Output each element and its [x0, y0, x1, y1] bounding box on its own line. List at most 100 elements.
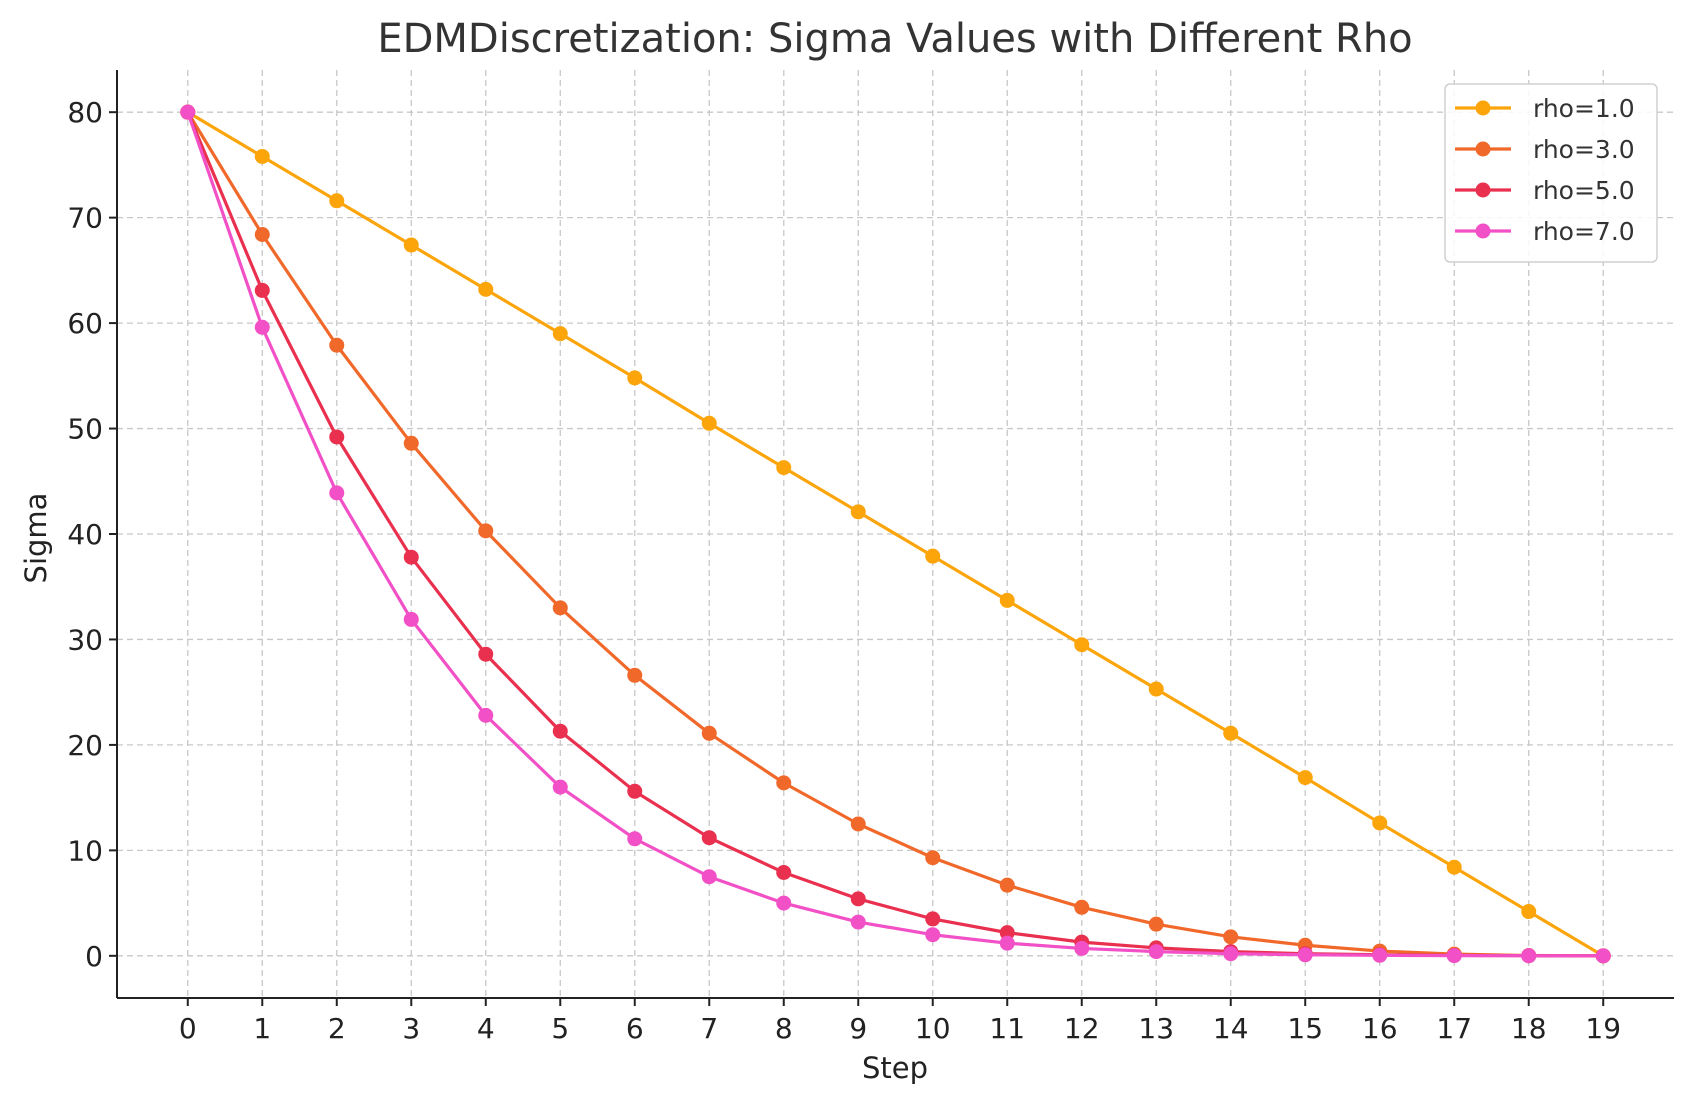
data-point — [701, 869, 717, 885]
data-point — [254, 227, 270, 243]
data-point — [1595, 948, 1611, 964]
series-line — [186, 110, 1605, 958]
x-tick-label: 4 — [477, 1012, 495, 1045]
legend-item: rho=3.0 — [1455, 135, 1635, 164]
data-point — [701, 725, 717, 741]
x-tick-label: 0 — [179, 1012, 197, 1045]
data-point — [1148, 681, 1164, 697]
x-axis-ticks: 0 1 2 3 4 5 6 7 8 9 10 11 12 13 14 15 16 17 18 19 — [179, 998, 1621, 1045]
series-line — [186, 111, 1604, 958]
legend-item: rho=5.0 — [1455, 176, 1635, 205]
y-tick-label: 80 — [67, 96, 103, 129]
data-point — [478, 523, 494, 539]
data-point — [329, 337, 345, 353]
data-point — [627, 783, 643, 799]
series-line — [186, 111, 1604, 958]
data-point — [925, 927, 941, 943]
data-point — [403, 611, 419, 627]
data-point — [850, 914, 866, 930]
data-point — [925, 850, 941, 866]
data-point — [1446, 859, 1462, 875]
data-point — [1223, 946, 1239, 962]
data-point — [701, 415, 717, 431]
x-tick-label: 9 — [849, 1012, 867, 1045]
data-point — [999, 592, 1015, 608]
data-point — [552, 723, 568, 739]
chart-title: EDMDiscretization: Sigma Values with Dif… — [377, 16, 1412, 62]
data-point — [999, 935, 1015, 951]
data-point — [254, 319, 270, 335]
legend-swatch-marker — [1475, 182, 1491, 198]
data-point — [1074, 637, 1090, 653]
data-point — [403, 549, 419, 565]
data-point — [552, 326, 568, 342]
legend-swatch-marker — [1475, 141, 1491, 157]
data-point — [999, 925, 1015, 941]
x-tick-label: 15 — [1287, 1012, 1323, 1045]
x-tick-label: 18 — [1511, 1012, 1547, 1045]
data-point — [701, 830, 717, 846]
x-tick-label: 11 — [989, 1012, 1025, 1045]
data-point — [1372, 947, 1388, 963]
y-tick-label: 60 — [67, 307, 103, 340]
legend-swatch-marker — [1475, 223, 1491, 239]
data-point — [627, 831, 643, 847]
data-point — [403, 237, 419, 253]
data-point — [1521, 948, 1537, 964]
data-point — [1074, 899, 1090, 915]
x-tick-label: 8 — [775, 1012, 793, 1045]
data-point — [1521, 904, 1537, 920]
x-tick-label: 16 — [1362, 1012, 1398, 1045]
data-point — [1372, 815, 1388, 831]
series-rho=1.0 — [180, 104, 1611, 964]
legend-item: rho=1.0 — [1455, 94, 1635, 123]
data-point — [478, 707, 494, 723]
legend-label: rho=5.0 — [1533, 176, 1635, 205]
y-tick-label: 0 — [85, 940, 103, 973]
legend-label: rho=1.0 — [1533, 94, 1635, 123]
x-tick-label: 1 — [253, 1012, 271, 1045]
data-point — [627, 667, 643, 683]
y-axis-label: Sigma — [19, 493, 53, 584]
data-point — [478, 281, 494, 297]
x-tick-label: 12 — [1064, 1012, 1100, 1045]
x-tick-label: 5 — [551, 1012, 569, 1045]
data-point — [1148, 916, 1164, 932]
data-point — [1446, 948, 1462, 964]
data-point — [552, 779, 568, 795]
x-tick-label: 14 — [1213, 1012, 1249, 1045]
x-axis-label: Step — [862, 1051, 928, 1085]
data-point — [776, 895, 792, 911]
data-point — [552, 600, 568, 616]
legend-label: rho=7.0 — [1533, 217, 1635, 246]
x-tick-label: 10 — [915, 1012, 951, 1045]
data-point — [850, 504, 866, 520]
y-tick-label: 20 — [67, 729, 103, 762]
legend-label: rho=3.0 — [1533, 135, 1635, 164]
data-point — [1074, 940, 1090, 956]
legend-swatch-marker — [1475, 100, 1491, 116]
data-point — [180, 104, 196, 120]
data-point — [254, 282, 270, 298]
x-tick-label: 6 — [626, 1012, 644, 1045]
data-point — [1148, 944, 1164, 960]
data-point — [478, 646, 494, 662]
data-point — [850, 891, 866, 907]
data-point — [254, 148, 270, 164]
y-tick-label: 50 — [67, 413, 103, 446]
data-point — [776, 775, 792, 791]
y-axis-ticks: 0 10 20 30 40 50 60 70 80 — [67, 96, 117, 973]
series-rho=7.0 — [180, 104, 1611, 964]
data-point — [329, 193, 345, 209]
data-point — [627, 370, 643, 386]
x-tick-label: 7 — [700, 1012, 718, 1045]
legend-item: rho=7.0 — [1455, 217, 1635, 246]
data-point — [403, 435, 419, 451]
y-tick-label: 30 — [67, 623, 103, 656]
data-point — [1297, 770, 1313, 786]
data-point — [1223, 725, 1239, 741]
data-point — [1223, 929, 1239, 945]
data-point — [329, 429, 345, 445]
